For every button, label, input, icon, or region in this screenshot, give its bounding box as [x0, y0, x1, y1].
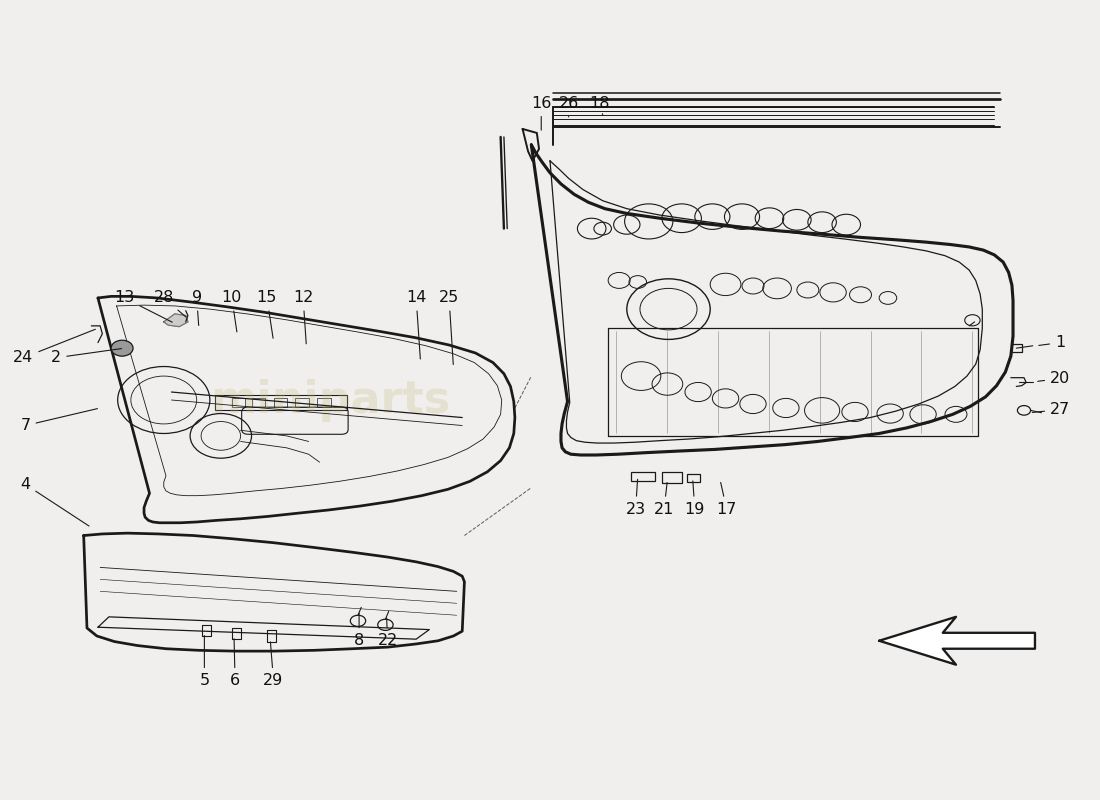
Bar — [232, 398, 245, 407]
Text: 20: 20 — [1037, 371, 1070, 386]
Text: 7: 7 — [21, 409, 98, 433]
Text: 19: 19 — [684, 481, 705, 517]
Bar — [318, 398, 331, 407]
Text: 6: 6 — [230, 638, 240, 688]
Text: 24: 24 — [13, 330, 96, 366]
Text: 1: 1 — [1038, 335, 1065, 350]
Polygon shape — [879, 617, 1035, 665]
Bar — [296, 398, 309, 407]
Text: 26: 26 — [559, 96, 579, 117]
Bar — [631, 472, 656, 482]
Text: 12: 12 — [293, 290, 314, 344]
Bar — [216, 395, 346, 410]
Bar — [252, 398, 265, 407]
Text: 23: 23 — [626, 479, 646, 517]
Text: 13: 13 — [114, 290, 173, 322]
Polygon shape — [164, 314, 188, 326]
Text: 2: 2 — [52, 349, 121, 366]
Bar — [688, 474, 701, 482]
Bar — [662, 472, 682, 483]
Text: 17: 17 — [716, 482, 737, 517]
Text: 14: 14 — [406, 290, 427, 359]
Text: 18: 18 — [590, 96, 609, 114]
Text: 10: 10 — [221, 290, 242, 332]
Text: miniparts: miniparts — [210, 378, 451, 422]
Bar — [274, 398, 287, 407]
Text: 5: 5 — [199, 635, 209, 688]
Text: 9: 9 — [191, 290, 201, 326]
Text: 22: 22 — [377, 618, 398, 648]
Text: 16: 16 — [531, 96, 551, 130]
Circle shape — [111, 340, 133, 356]
Text: 25: 25 — [439, 290, 459, 365]
Text: 4: 4 — [21, 477, 89, 526]
Text: 29: 29 — [263, 642, 284, 688]
Text: 8: 8 — [354, 614, 364, 648]
Text: 28: 28 — [154, 290, 186, 317]
Text: 27: 27 — [1032, 402, 1070, 417]
Text: 15: 15 — [256, 290, 277, 338]
Text: 21: 21 — [653, 482, 674, 517]
